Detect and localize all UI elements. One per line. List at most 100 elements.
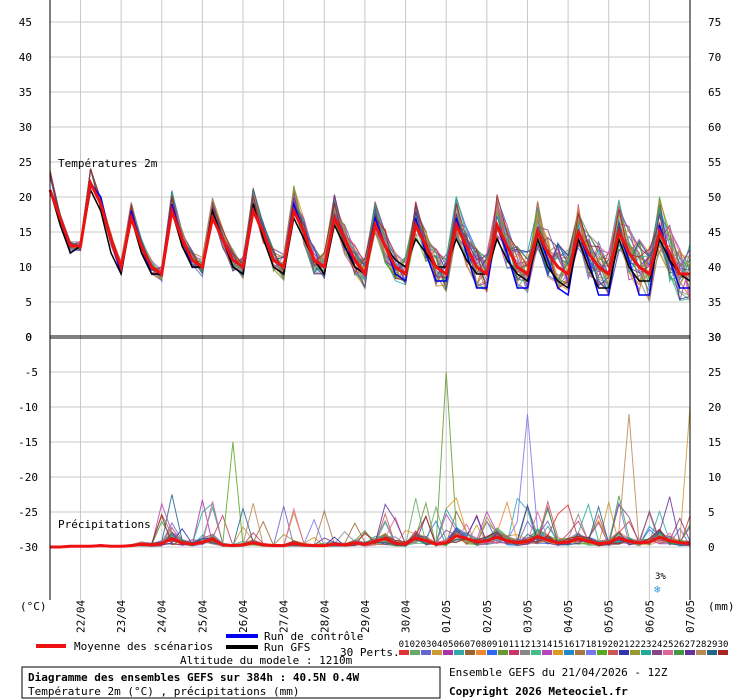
footer-title-box (21, 666, 441, 699)
pert-legend-swatch (707, 650, 717, 655)
pert-legend-swatch (597, 650, 607, 655)
pert-legend-swatch (586, 650, 596, 655)
temp-left-tick: 5 (25, 296, 32, 309)
pert-legend-swatch (718, 650, 728, 655)
average-temp-line (48, 178, 690, 278)
pert-legend-swatch (465, 650, 475, 655)
perturbation-legend: 01 02 03 04 05 06 07 08 09 10 11 12 13 14 15 16 17 18 19 20… (399, 640, 729, 655)
pert-legend-number: 30 (718, 640, 729, 650)
date-tick-label: 22/04 (74, 600, 87, 633)
pert-legend-number: 23 (641, 640, 652, 650)
pert-legend-swatch (564, 650, 574, 655)
pert-temp-line (49, 168, 691, 282)
pert-legend-swatch (641, 650, 651, 655)
pert-legend-number: 06 (454, 640, 465, 650)
pert-legend-swatch (630, 650, 640, 655)
pert-legend-number: 16 (564, 640, 575, 650)
pert-legend-swatch (542, 650, 552, 655)
pert-legend-number: 26 (674, 640, 685, 650)
footer-title: Diagramme des ensembles GEFS sur 384h : … (28, 671, 360, 684)
precip-right-tick: 0 (708, 541, 715, 554)
precip-left-tick: -10 (18, 401, 38, 414)
right-unit-label: (mm) (708, 600, 735, 613)
pert-legend-number: 08 (476, 640, 487, 650)
pert-legend-number: 02 (410, 640, 421, 650)
temp-right-tick: 65 (708, 86, 721, 99)
pert-legend-number: 22 (630, 640, 641, 650)
chart-grid (50, 0, 691, 600)
footer-subtitle: Température 2m (°C) , précipitations (mm… (28, 685, 300, 698)
pert-legend-swatch (454, 650, 464, 655)
pert-legend-swatch (498, 650, 508, 655)
pert-legend-swatch (399, 650, 409, 655)
altitude-label: Altitude du modele : 1210m (180, 654, 353, 667)
snow-chance-label: 3% (655, 572, 666, 582)
precip-left-tick: -25 (18, 506, 38, 519)
date-tick-label: 06/05 (643, 600, 656, 633)
pert-legend-number: 20 (608, 640, 619, 650)
footer-box: Diagramme des ensembles GEFS sur 384h : … (21, 666, 668, 699)
legend: Moyenne des scénarios Run de contrôle Ru… (36, 630, 728, 667)
ensemble-date-label: Ensemble GEFS du 21/04/2026 - 12Z (449, 666, 668, 679)
temp-right-tick: 75 (708, 16, 721, 29)
pert-legend-number: 09 (487, 640, 498, 650)
main-series-lines (48, 178, 691, 549)
pert-legend-swatch (619, 650, 629, 655)
pert-legend-swatch (443, 650, 453, 655)
pert-legend-swatch (410, 650, 420, 655)
pert-legend-swatch (476, 650, 486, 655)
date-tick-label: 03/05 (521, 600, 534, 633)
temp-left-tick: 40 (19, 51, 32, 64)
temp-right-tick: 70 (708, 51, 721, 64)
date-tick-label: 02/05 (481, 600, 494, 633)
pert-legend-number: 13 (531, 640, 542, 650)
date-tick-label: 29/04 (359, 600, 372, 633)
temp-right-tick: 60 (708, 121, 721, 134)
precip-right-tick: 5 (708, 506, 715, 519)
pert-legend-swatch (608, 650, 618, 655)
pert-legend-number: 15 (553, 640, 564, 650)
pert-legend-swatch (487, 650, 497, 655)
perturbation-lines (49, 168, 691, 548)
pert-legend-swatch (509, 650, 519, 655)
legend-control-label: Run de contrôle (264, 630, 363, 643)
snowflake-icon: ❄ (654, 583, 661, 596)
pert-legend-number: 12 (520, 640, 531, 650)
pert-legend-number: 21 (619, 640, 630, 650)
pert-legend-number: 10 (498, 640, 509, 650)
temp-right-tick: 50 (708, 191, 721, 204)
date-tick-label: 24/04 (156, 600, 169, 633)
snow-indicator: 3% ❄ (654, 572, 666, 596)
temp-right-tick: 40 (708, 261, 721, 274)
pert-precip-line (50, 441, 691, 548)
pert-legend-number: 03 (421, 640, 432, 650)
temp-left-tick: 25 (19, 156, 32, 169)
precip-left-tick: -5 (25, 366, 38, 379)
temperature-panel-label: Températures 2m (58, 157, 158, 170)
pert-legend-swatch (674, 650, 684, 655)
pert-legend-number: 14 (542, 640, 553, 650)
temp-right-tick: 30 (708, 331, 721, 344)
date-tick-label: 27/04 (278, 600, 291, 633)
pert-legend-number: 27 (685, 640, 696, 650)
pert-legend-number: 01 (399, 640, 410, 650)
pert-legend-swatch (685, 650, 695, 655)
temp-left-tick: 15 (19, 226, 32, 239)
pert-legend-swatch (520, 650, 530, 655)
pert-legend-number: 17 (575, 640, 586, 650)
precip-right-tick: 15 (708, 436, 721, 449)
precip-right-tick: 20 (708, 401, 721, 414)
pert-legend-swatch (421, 650, 431, 655)
date-tick-label: 26/04 (237, 600, 250, 633)
precip-left-tick: -15 (18, 436, 38, 449)
pert-legend-swatch (432, 650, 442, 655)
date-tick-label: 05/05 (603, 600, 616, 633)
pert-legend-number: 24 (652, 640, 663, 650)
pert-legend-number: 28 (696, 640, 707, 650)
date-tick-label: 01/05 (440, 600, 453, 633)
pert-legend-swatch (531, 650, 541, 655)
pert-legend-number: 29 (707, 640, 718, 650)
left-unit-label: (°C) (20, 600, 47, 613)
